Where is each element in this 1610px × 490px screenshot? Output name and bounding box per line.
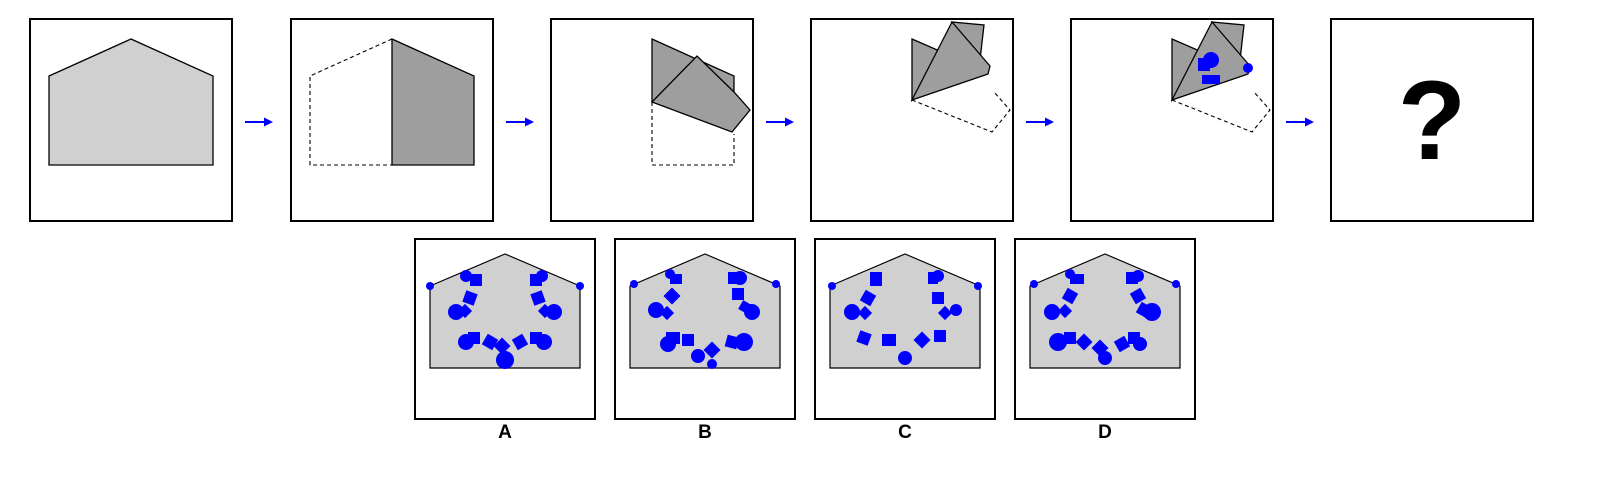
arrow-right-icon <box>1026 117 1054 127</box>
option-c-figure <box>828 253 982 369</box>
arrow-right-icon <box>766 117 794 127</box>
punched-holes-group <box>426 270 584 369</box>
option-c-label[interactable]: C <box>898 422 912 443</box>
arrow-right-icon <box>506 117 534 127</box>
arrow-right-icon <box>1286 117 1314 127</box>
punched-holes-group <box>1030 269 1180 365</box>
punched-hole-icon <box>1202 75 1220 84</box>
unfolded-pentagon-paper <box>48 38 214 166</box>
option-a-panel[interactable] <box>414 238 596 420</box>
option-b-figure <box>629 253 781 369</box>
step-1-panel <box>29 18 233 222</box>
question-panel: ? <box>1330 18 1534 222</box>
option-b-label[interactable]: B <box>698 422 712 443</box>
option-d-label[interactable]: D <box>1098 422 1112 443</box>
option-a-figure <box>426 253 584 369</box>
option-a-label[interactable]: A <box>498 422 512 443</box>
arrow-right-icon <box>245 117 273 127</box>
step-3-panel <box>550 18 754 222</box>
option-b-panel[interactable] <box>614 238 796 420</box>
option-c-panel[interactable] <box>814 238 996 420</box>
step-2-panel <box>290 18 494 222</box>
punched-holes-group <box>828 270 982 365</box>
option-d-figure <box>1029 253 1181 369</box>
punched-hole-icon <box>1198 58 1210 71</box>
question-mark: ? <box>1397 57 1467 183</box>
step-5-panel <box>1070 18 1274 222</box>
folded-third-time <box>910 20 1011 133</box>
folded-vertical-half <box>309 37 475 166</box>
folded-second-time <box>650 37 751 166</box>
punched-hole-icon <box>1243 63 1253 73</box>
step-4-panel <box>810 18 1014 222</box>
option-d-panel[interactable] <box>1014 238 1196 420</box>
punched-folded-paper <box>1170 20 1271 133</box>
punched-holes-group <box>630 269 780 369</box>
